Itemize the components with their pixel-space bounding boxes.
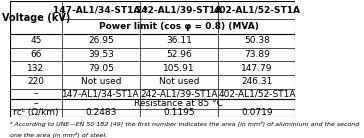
Text: 132: 132 [27, 64, 44, 73]
Text: –: – [33, 89, 38, 98]
Text: 26.95: 26.95 [88, 36, 114, 45]
Text: Power limit (cos φ = 0.8) (MVA): Power limit (cos φ = 0.8) (MVA) [99, 22, 258, 31]
Text: 147-AL1/34-ST1A: 147-AL1/34-ST1A [62, 89, 139, 98]
Text: rᴄᴸ (Ω/km): rᴄᴸ (Ω/km) [13, 108, 59, 117]
Text: Not used: Not used [80, 77, 121, 86]
Text: Voltage (kV): Voltage (kV) [2, 13, 70, 22]
Text: 147.79: 147.79 [241, 64, 273, 73]
Text: Resistance at 85 °C: Resistance at 85 °C [134, 99, 223, 108]
Text: 66: 66 [30, 50, 41, 59]
Text: 242-AL1/39-ST1A: 242-AL1/39-ST1A [135, 6, 223, 15]
Text: 79.05: 79.05 [88, 64, 114, 73]
Text: 73.89: 73.89 [244, 50, 270, 59]
Text: 242-AL1/39-ST1A: 242-AL1/39-ST1A [141, 89, 218, 98]
Text: 0.0719: 0.0719 [241, 108, 273, 117]
Text: 402-AL1/52-ST1A: 402-AL1/52-ST1A [213, 6, 300, 15]
Text: 45: 45 [30, 36, 41, 45]
Text: 147-AL1/34-ST1A ᵃ: 147-AL1/34-ST1A ᵃ [54, 6, 148, 15]
Text: one the area (in mm²) of steel.: one the area (in mm²) of steel. [10, 132, 107, 138]
Text: 0.1195: 0.1195 [163, 108, 195, 117]
Text: 402-AL1/52-ST1A: 402-AL1/52-ST1A [218, 89, 296, 98]
Text: 52.96: 52.96 [166, 50, 192, 59]
Text: 220: 220 [27, 77, 44, 86]
Text: –: – [33, 99, 38, 108]
Text: 36.11: 36.11 [166, 36, 192, 45]
Text: 0.2483: 0.2483 [85, 108, 116, 117]
Text: 105.91: 105.91 [163, 64, 195, 73]
Text: Not used: Not used [159, 77, 199, 86]
Text: 39.53: 39.53 [88, 50, 114, 59]
Text: 50.38: 50.38 [244, 36, 270, 45]
Text: ᵃ According to UNE—EN 50 182 [49] the first number indicates the area (in mm²) o: ᵃ According to UNE—EN 50 182 [49] the fi… [10, 121, 359, 127]
Text: 246.31: 246.31 [241, 77, 273, 86]
